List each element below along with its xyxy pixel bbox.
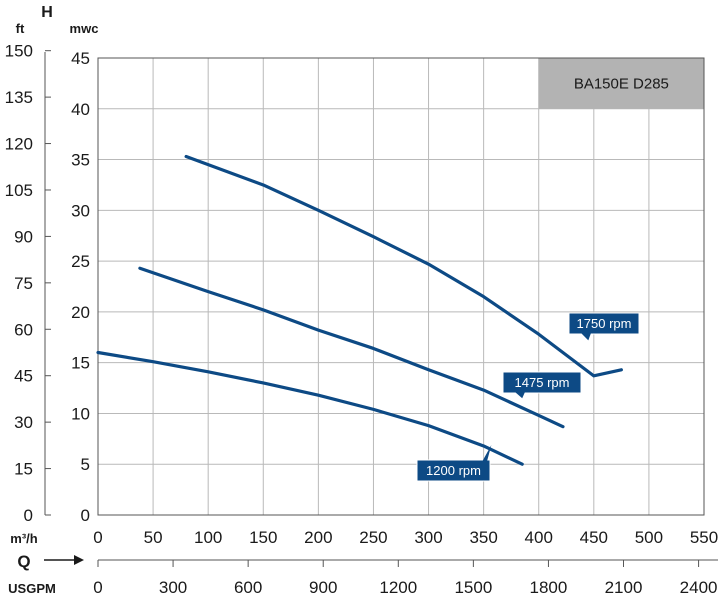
ft-tick-label: 15 bbox=[14, 460, 33, 479]
rpm-tag-box bbox=[502, 371, 582, 394]
axes bbox=[44, 50, 718, 567]
m3h-tick-label: 200 bbox=[304, 528, 332, 547]
rpm-tag-box bbox=[416, 459, 491, 482]
mwc-tick-label: 0 bbox=[81, 506, 90, 525]
y-axis-title: H bbox=[41, 4, 53, 21]
rpm-tag-pointer bbox=[581, 333, 591, 341]
usgpm-tick-label: 2100 bbox=[605, 578, 643, 597]
series-line-1750-rpm bbox=[184, 154, 623, 378]
rpm-tag-label: 1750 rpm bbox=[577, 316, 632, 331]
usgpm-tick-label: 1200 bbox=[379, 578, 417, 597]
q-arrow-head bbox=[74, 555, 84, 565]
mwc-tick-label: 10 bbox=[71, 404, 90, 423]
mwc-tick-label: 5 bbox=[81, 455, 90, 474]
m3h-tick-label: 50 bbox=[144, 528, 163, 547]
m3h-tick-label: 100 bbox=[194, 528, 222, 547]
ft-tick-label: 150 bbox=[5, 42, 33, 61]
rpm-tag-pointer bbox=[472, 444, 492, 480]
series-line-1475-rpm bbox=[138, 266, 565, 429]
rpm-tag-label: 1475 rpm bbox=[515, 375, 570, 390]
mwc-tick-label: 30 bbox=[71, 201, 90, 220]
ft-tick-label: 75 bbox=[14, 274, 33, 293]
mwc-unit-label: mwc bbox=[70, 21, 99, 36]
plot-border bbox=[97, 57, 705, 516]
mwc-tick-label: 45 bbox=[71, 49, 90, 68]
ft-tick-label: 120 bbox=[5, 135, 33, 154]
usgpm-tick-label: 900 bbox=[309, 578, 337, 597]
ft-unit-label: ft bbox=[16, 21, 25, 36]
ft-tick-label: 45 bbox=[14, 367, 33, 386]
rpm-tag: 1200 rpm bbox=[416, 444, 492, 482]
usgpm-tick-label: 0 bbox=[93, 578, 102, 597]
m3h-tick-label: 300 bbox=[414, 528, 442, 547]
mwc-tick-label: 25 bbox=[71, 252, 90, 271]
q-axis-title: Q bbox=[17, 552, 30, 571]
ft-tick-label: 60 bbox=[14, 320, 33, 339]
m3h-tick-label: 350 bbox=[469, 528, 497, 547]
m3h-unit-label: m³/h bbox=[10, 531, 38, 546]
chart-title: BA150E D285 bbox=[574, 75, 669, 92]
m3h-tick-label: 550 bbox=[690, 528, 718, 547]
usgpm-tick-label: 2400 bbox=[680, 578, 718, 597]
series-line-1200-rpm bbox=[96, 350, 524, 466]
usgpm-tick-label: 300 bbox=[159, 578, 187, 597]
tick-labels: 0153045607590105120135150051015202530354… bbox=[5, 4, 719, 597]
m3h-tick-label: 450 bbox=[580, 528, 608, 547]
m3h-tick-label: 400 bbox=[525, 528, 553, 547]
rpm-tag: 1475 rpm bbox=[502, 371, 582, 399]
usgpm-tick-label: 1500 bbox=[454, 578, 492, 597]
usgpm-tick-label: 600 bbox=[234, 578, 262, 597]
rpm-tag-label: 1200 rpm bbox=[426, 463, 481, 478]
m3h-tick-label: 0 bbox=[93, 528, 102, 547]
series-lines bbox=[96, 154, 623, 466]
ft-tick-label: 30 bbox=[14, 413, 33, 432]
rpm-tag: 1750 rpm bbox=[568, 312, 640, 341]
mwc-tick-label: 15 bbox=[71, 354, 90, 373]
m3h-tick-label: 150 bbox=[249, 528, 277, 547]
ft-tick-label: 0 bbox=[24, 506, 33, 525]
mwc-tick-label: 20 bbox=[71, 303, 90, 322]
mwc-tick-label: 35 bbox=[71, 151, 90, 170]
m3h-tick-label: 500 bbox=[635, 528, 663, 547]
grid: BA150E D285 bbox=[97, 57, 705, 516]
rpm-tag-box bbox=[568, 312, 640, 335]
rpm-tag-pointer bbox=[515, 392, 525, 399]
usgpm-unit-label: USGPM bbox=[8, 581, 56, 596]
mwc-tick-label: 40 bbox=[71, 100, 90, 119]
ft-tick-label: 135 bbox=[5, 88, 33, 107]
title-badge bbox=[538, 58, 704, 109]
m3h-tick-label: 250 bbox=[359, 528, 387, 547]
ft-tick-label: 105 bbox=[5, 181, 33, 200]
ft-tick-label: 90 bbox=[14, 227, 33, 246]
usgpm-tick-label: 1800 bbox=[530, 578, 568, 597]
